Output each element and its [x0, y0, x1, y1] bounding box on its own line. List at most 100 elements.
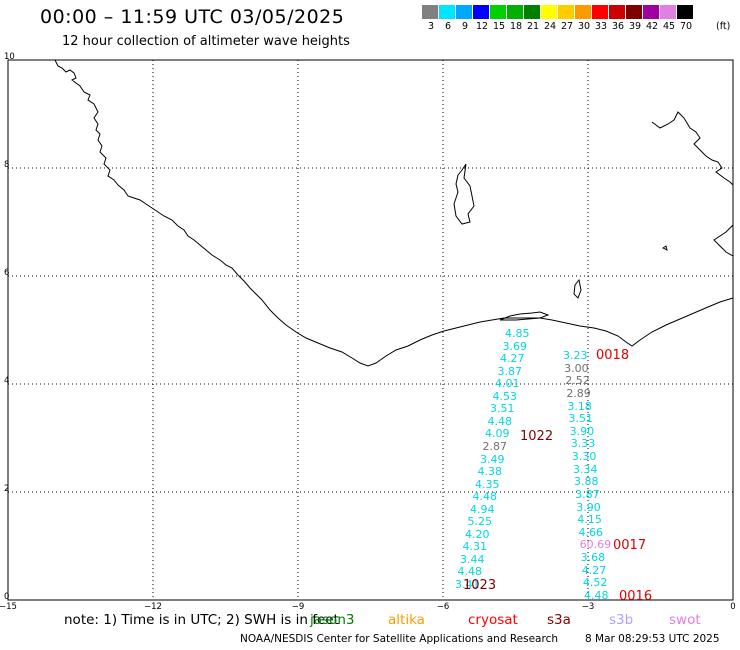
satellite-legend-item: jason3 [310, 612, 355, 628]
wave-height-value: 4.35 [475, 477, 500, 491]
satellite-legend-item: s3b [609, 612, 634, 628]
colorbar-swatch [677, 5, 694, 19]
wave-height-value: 3.49 [480, 452, 505, 466]
y-tick-label: 6 [4, 268, 10, 278]
timestamp: 8 Mar 08:29:53 UTC 2025 [585, 633, 720, 645]
map-title: 00:00 – 11:59 UTC 03/05/2025 [40, 6, 345, 28]
coastline-main [54, 59, 734, 367]
map-frame [7, 59, 734, 601]
footnote: note: 1) Time is in UTC; 2) SWH is in fe… [64, 612, 339, 628]
colorbar-label: 33 [594, 21, 608, 32]
graticule [8, 60, 733, 600]
wave-height-value: 4.66 [578, 525, 603, 539]
colorbar-swatch [626, 5, 643, 19]
wave-height-value: 4.27 [500, 352, 525, 366]
wave-height-value: 4.85 [505, 327, 530, 340]
wave-height-value: 4.15 [577, 513, 602, 527]
satellite-legend-item: cryosat [468, 612, 518, 628]
wave-height-value: 3.44 [460, 552, 485, 566]
colorbar-label: 70 [679, 21, 693, 32]
wave-height-value: 3.23 [563, 349, 588, 362]
colorbar-swatch [524, 5, 541, 19]
wave-height-value: 3.88 [574, 475, 599, 489]
x-tick-label: −9 [291, 602, 305, 612]
colorbar-swatch [507, 5, 524, 19]
coastline-northeast [651, 111, 734, 186]
wave-height-value: 3.68 [580, 551, 606, 565]
colorbar-swatch [541, 5, 558, 19]
wave-height-value: 4.53 [492, 389, 518, 403]
pass-label: 0018 [596, 348, 630, 363]
y-tick-label: 2 [4, 484, 10, 494]
colorbar-swatch [422, 5, 439, 19]
y-tick-label: 8 [4, 160, 10, 170]
colorbar-unit: (ft) [716, 21, 731, 32]
colorbar-label: 9 [461, 21, 469, 32]
credit-line: NOAA/NESDIS Center for Satellite Applica… [240, 633, 558, 645]
y-tick-label: 4 [4, 376, 10, 386]
island-3 [499, 311, 550, 321]
wave-height-value: 4.48 [487, 414, 513, 428]
colorbar-swatch [575, 5, 592, 19]
colorbar-label: 42 [645, 21, 659, 32]
wave-height-value: 60.69 [579, 538, 612, 552]
wave-height-value: 3.69 [502, 339, 528, 353]
wave-height-value: 4.27 [581, 563, 607, 577]
colorbar-swatch [643, 5, 660, 19]
x-tick-label: −3 [581, 602, 595, 612]
colorbar-swatch [592, 5, 609, 19]
colorbar-label: 6 [444, 21, 452, 32]
pass-label: 1022 [520, 429, 554, 444]
island-4 [662, 245, 668, 251]
wave-height-value: 3.18 [567, 399, 592, 413]
island-2 [573, 278, 582, 299]
wave-height-value: 4.48 [472, 490, 498, 504]
wave-height-value: 4.09 [485, 427, 510, 441]
x-tick-label: −15 [0, 602, 17, 612]
wave-height-value: 2.89 [566, 386, 591, 400]
colorbar-label: 39 [628, 21, 642, 32]
colorbar-swatch [558, 5, 575, 19]
wave-height-value: 5.25 [467, 515, 493, 529]
colorbar-label: 36 [611, 21, 625, 32]
wave-height-value: 3.90 [569, 424, 595, 438]
wave-height-value: 3.00 [564, 361, 589, 375]
wave-height-value: 4.20 [465, 527, 490, 541]
colorbar-label: 12 [475, 21, 489, 32]
colorbar-label: 21 [526, 21, 540, 32]
colorbar-swatch [609, 5, 626, 19]
wave-height-value: 3.41 [455, 578, 480, 591]
y-tick-label: 0 [4, 592, 10, 602]
colorbar-label: 24 [543, 21, 557, 32]
y-tick-label: 10 [4, 52, 15, 62]
satellite-legend-item: altika [388, 612, 425, 628]
colorbar-label: 45 [662, 21, 676, 32]
wave-height-value: 4.48 [457, 565, 483, 579]
wave-height-value: 4.48 [584, 589, 609, 602]
colorbar-swatch [439, 5, 456, 19]
x-tick-label: −12 [144, 602, 162, 612]
x-tick-label: 0 [730, 602, 736, 612]
map-subtitle: 12 hour collection of altimeter wave hei… [62, 34, 350, 49]
wave-height-value: 4.01 [495, 377, 520, 391]
pass-label: 0016 [619, 589, 653, 604]
wave-height-value: 3.34 [572, 462, 598, 476]
colorbar-label: 15 [492, 21, 506, 32]
wave-height-value: 3.51 [490, 402, 515, 416]
satellite-legend-item: swot [669, 612, 701, 628]
wave-height-value: 4.38 [477, 465, 503, 479]
wave-height-colorbar [422, 5, 694, 19]
wave-height-value: 3.30 [571, 450, 597, 464]
island-1 [453, 163, 475, 225]
wave-height-value: 3.90 [576, 500, 601, 514]
wave-height-value: 2.52 [565, 374, 590, 388]
colorbar-label: 18 [509, 21, 523, 32]
wave-height-value: 4.94 [470, 502, 495, 516]
pass-label: 0017 [613, 538, 647, 553]
x-tick-label: −6 [436, 602, 450, 612]
colorbar-label: 30 [577, 21, 591, 32]
wave-height-value: 4.31 [462, 540, 488, 554]
wave-height-value: 2.87 [482, 439, 508, 453]
wave-height-value: 3.87 [497, 364, 523, 378]
